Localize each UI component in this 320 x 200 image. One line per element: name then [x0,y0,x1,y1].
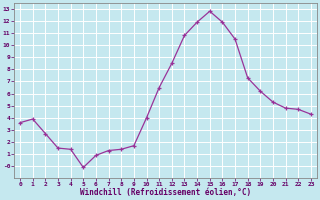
X-axis label: Windchill (Refroidissement éolien,°C): Windchill (Refroidissement éolien,°C) [80,188,251,197]
